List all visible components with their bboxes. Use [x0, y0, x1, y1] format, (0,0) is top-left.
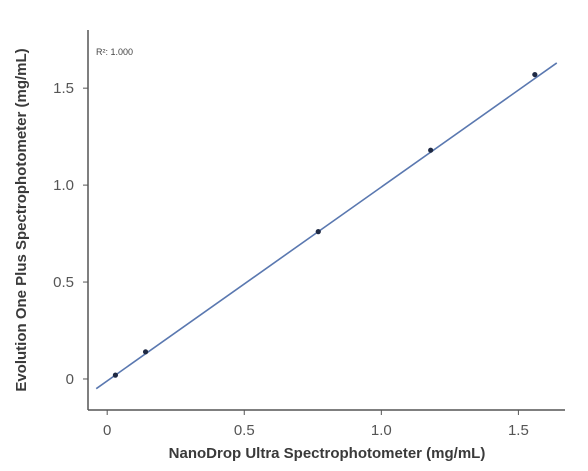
x-tick-label: 1.5 [508, 422, 529, 439]
data-point [112, 372, 119, 378]
x-tick-label: 0.5 [234, 422, 255, 439]
data-point [315, 229, 321, 235]
r-squared-annotation: R²: 1.000 [96, 47, 133, 57]
y-axis-title: Evolution One Plus Spectrophotometer (mg… [13, 48, 30, 391]
data-point [142, 349, 149, 355]
data-point [532, 71, 538, 78]
data-point [428, 147, 434, 153]
x-tick-label: 0 [103, 422, 111, 439]
y-tick-label: 0 [66, 371, 74, 388]
x-axis-title: NanoDrop Ultra Spectrophotometer (mg/mL) [169, 445, 486, 462]
x-tick-label: 1.0 [371, 422, 392, 439]
y-tick-label: 1.5 [53, 80, 74, 97]
regression-line [95, 62, 558, 390]
data-points [112, 71, 538, 378]
y-tick-label: 0.5 [53, 274, 74, 291]
axis-ticks: 0 0.5 1.0 1.5 0 0.5 1.0 1.5 [53, 80, 529, 439]
y-tick-label: 1.0 [53, 177, 74, 194]
